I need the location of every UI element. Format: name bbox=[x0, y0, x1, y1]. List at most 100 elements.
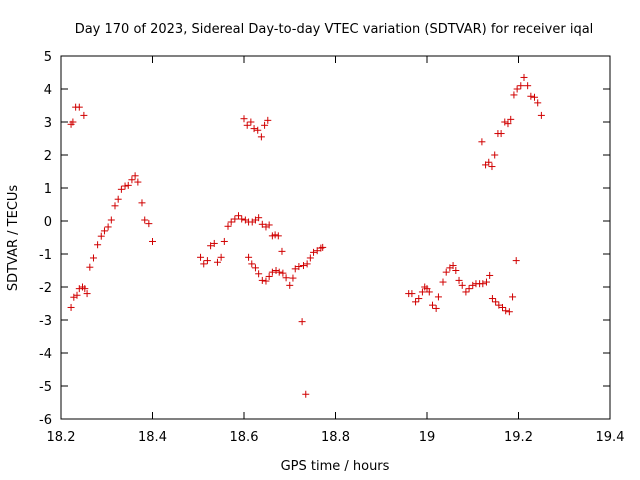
data-point bbox=[265, 221, 273, 229]
data-point bbox=[117, 185, 125, 193]
data-point bbox=[80, 111, 88, 119]
data-point bbox=[275, 268, 283, 276]
data-point bbox=[415, 295, 423, 303]
data-point bbox=[303, 260, 311, 268]
y-tick-label: 2 bbox=[44, 149, 52, 164]
y-tick-label: -3 bbox=[39, 314, 52, 329]
y-tick-label: 4 bbox=[44, 83, 52, 98]
data-point bbox=[265, 272, 273, 280]
data-point bbox=[149, 237, 156, 245]
data-point bbox=[247, 118, 255, 126]
data-point bbox=[104, 223, 112, 231]
data-point bbox=[434, 293, 442, 301]
data-point bbox=[210, 239, 218, 247]
x-tick-label: 18.4 bbox=[138, 430, 167, 445]
data-point bbox=[488, 163, 496, 171]
x-tick-label: 19.4 bbox=[596, 430, 625, 445]
y-tick-label: 1 bbox=[44, 182, 52, 197]
data-point bbox=[520, 73, 528, 81]
data-point bbox=[505, 308, 513, 316]
data-point bbox=[243, 121, 251, 129]
data-point bbox=[302, 390, 310, 398]
data-point bbox=[251, 264, 259, 272]
data-point bbox=[81, 285, 89, 293]
y-tick-label: -5 bbox=[39, 380, 52, 395]
data-point bbox=[145, 220, 153, 228]
data-point bbox=[462, 288, 470, 296]
data-point bbox=[264, 116, 272, 124]
data-point bbox=[286, 281, 294, 289]
y-tick-label: -1 bbox=[39, 248, 52, 263]
x-tick-label: 18.2 bbox=[47, 430, 76, 445]
data-point bbox=[299, 262, 307, 270]
data-point bbox=[282, 274, 290, 282]
data-point bbox=[274, 232, 282, 240]
data-point bbox=[141, 216, 149, 224]
data-point bbox=[502, 307, 510, 315]
y-tick-label: 5 bbox=[44, 50, 52, 65]
data-point bbox=[291, 265, 299, 273]
data-point bbox=[86, 263, 94, 271]
data-point bbox=[220, 237, 228, 245]
data-point bbox=[488, 295, 496, 303]
data-point bbox=[527, 92, 535, 100]
data-point bbox=[97, 232, 105, 240]
data-point bbox=[114, 195, 122, 203]
data-point bbox=[491, 151, 499, 159]
data-point bbox=[498, 303, 506, 311]
data-point bbox=[524, 82, 532, 90]
data-point bbox=[111, 202, 119, 210]
data-point bbox=[254, 126, 262, 134]
x-tick-label: 19.2 bbox=[504, 430, 533, 445]
data-point bbox=[272, 267, 280, 274]
data-point bbox=[492, 298, 500, 306]
data-point bbox=[83, 290, 91, 298]
data-point bbox=[107, 216, 115, 224]
data-point bbox=[94, 241, 102, 249]
data-point bbox=[517, 82, 525, 90]
data-point bbox=[69, 118, 77, 126]
x-axis-label: GPS time / hours bbox=[281, 459, 390, 474]
data-point bbox=[250, 125, 258, 133]
data-point bbox=[507, 115, 515, 123]
data-point bbox=[295, 263, 303, 271]
data-point bbox=[203, 257, 211, 265]
data-points bbox=[67, 73, 545, 398]
data-point bbox=[245, 253, 253, 261]
data-point bbox=[268, 268, 276, 276]
data-point bbox=[458, 281, 466, 289]
data-point bbox=[258, 220, 266, 228]
data-point bbox=[449, 262, 457, 270]
data-point bbox=[439, 278, 447, 286]
data-point bbox=[310, 248, 318, 256]
data-point bbox=[231, 215, 239, 223]
data-point bbox=[537, 111, 545, 119]
data-point bbox=[75, 103, 83, 111]
data-point bbox=[255, 214, 263, 222]
data-point bbox=[67, 303, 75, 311]
data-point bbox=[455, 276, 463, 284]
data-point bbox=[200, 260, 208, 268]
data-point bbox=[482, 278, 490, 286]
y-tick-label: -6 bbox=[39, 413, 52, 428]
data-point bbox=[486, 271, 494, 279]
plot-frame bbox=[60, 55, 611, 420]
data-point bbox=[501, 118, 509, 126]
data-point bbox=[313, 247, 321, 255]
data-point bbox=[418, 288, 426, 296]
data-point bbox=[207, 242, 215, 250]
data-point bbox=[197, 253, 205, 261]
data-point bbox=[452, 267, 460, 274]
data-point bbox=[504, 120, 512, 128]
data-point bbox=[121, 182, 129, 190]
x-tick-label: 19 bbox=[419, 430, 436, 445]
data-point bbox=[513, 85, 521, 93]
data-point bbox=[235, 212, 243, 220]
data-point bbox=[289, 274, 297, 282]
data-point bbox=[240, 115, 248, 123]
data-point bbox=[495, 301, 503, 309]
data-point bbox=[213, 258, 221, 266]
axis-ticks: 18.2 18.4 18.6 18.8 19 19.2 19.4 -6 -5 -4 -3 -2 -1 0 1… bbox=[39, 50, 624, 445]
x-tick-label: 18.8 bbox=[321, 430, 350, 445]
